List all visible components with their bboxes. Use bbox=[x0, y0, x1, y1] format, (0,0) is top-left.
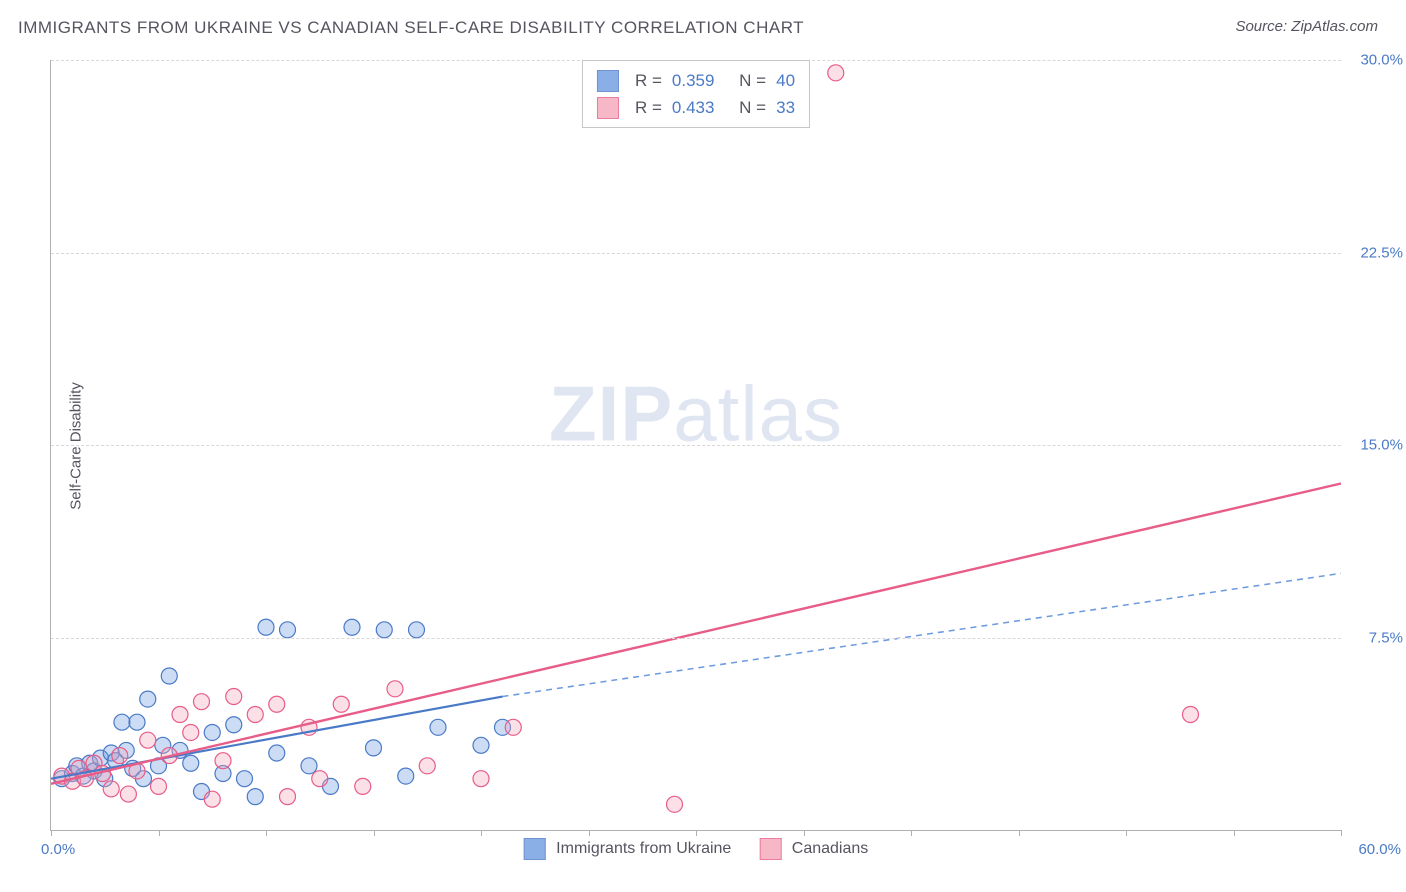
legend-item-ukraine: Immigrants from Ukraine bbox=[524, 838, 732, 860]
data-point bbox=[204, 791, 220, 807]
data-point bbox=[151, 778, 167, 794]
data-point bbox=[344, 619, 360, 635]
x-tick bbox=[159, 830, 160, 836]
x-tick bbox=[374, 830, 375, 836]
data-point bbox=[103, 781, 119, 797]
data-point bbox=[505, 719, 521, 735]
chart-title: IMMIGRANTS FROM UKRAINE VS CANADIAN SELF… bbox=[18, 18, 804, 38]
data-point bbox=[226, 717, 242, 733]
r-value-ukraine: 0.359 bbox=[672, 67, 715, 94]
x-tick bbox=[266, 830, 267, 836]
data-point bbox=[269, 745, 285, 761]
corr-row-ukraine: R = 0.359 N = 40 bbox=[597, 67, 795, 94]
y-tick-label: 22.5% bbox=[1347, 244, 1403, 261]
x-tick bbox=[51, 830, 52, 836]
x-tick bbox=[1019, 830, 1020, 836]
data-point bbox=[419, 758, 435, 774]
x-max-label: 60.0% bbox=[1358, 841, 1401, 858]
data-point bbox=[226, 689, 242, 705]
data-point bbox=[247, 707, 263, 723]
n-label: N = bbox=[739, 94, 766, 121]
legend-label-canadians: Canadians bbox=[792, 840, 869, 857]
data-point bbox=[301, 758, 317, 774]
regression-line-extension bbox=[503, 573, 1342, 696]
y-tick-label: 15.0% bbox=[1347, 437, 1403, 454]
legend-swatch-ukraine bbox=[524, 838, 546, 860]
data-point bbox=[667, 796, 683, 812]
data-point bbox=[376, 622, 392, 638]
legend-label-ukraine: Immigrants from Ukraine bbox=[556, 840, 731, 857]
data-point bbox=[387, 681, 403, 697]
data-point bbox=[140, 691, 156, 707]
data-point bbox=[280, 622, 296, 638]
y-tick-label: 30.0% bbox=[1347, 52, 1403, 69]
data-point bbox=[366, 740, 382, 756]
data-point bbox=[828, 65, 844, 81]
data-point bbox=[204, 724, 220, 740]
x-tick bbox=[1234, 830, 1235, 836]
corr-swatch-ukraine bbox=[597, 70, 619, 92]
data-point bbox=[183, 755, 199, 771]
data-point bbox=[114, 714, 130, 730]
r-label: R = bbox=[635, 67, 662, 94]
corr-row-canadians: R = 0.433 N = 33 bbox=[597, 94, 795, 121]
x-tick bbox=[1126, 830, 1127, 836]
data-point bbox=[129, 714, 145, 730]
data-point bbox=[430, 719, 446, 735]
data-point bbox=[258, 619, 274, 635]
source-attribution: Source: ZipAtlas.com bbox=[1235, 18, 1378, 35]
gridline bbox=[51, 638, 1341, 639]
data-point bbox=[183, 724, 199, 740]
data-point bbox=[140, 732, 156, 748]
legend-item-canadians: Canadians bbox=[759, 838, 868, 860]
data-point bbox=[473, 771, 489, 787]
data-point bbox=[1183, 707, 1199, 723]
data-point bbox=[398, 768, 414, 784]
data-point bbox=[473, 737, 489, 753]
x-tick bbox=[589, 830, 590, 836]
data-point bbox=[333, 696, 349, 712]
r-label: R = bbox=[635, 94, 662, 121]
data-point bbox=[194, 694, 210, 710]
x-tick bbox=[481, 830, 482, 836]
x-tick bbox=[696, 830, 697, 836]
gridline bbox=[51, 445, 1341, 446]
data-point bbox=[312, 771, 328, 787]
plot-area: ZIPatlas 7.5%15.0%22.5%30.0% 0.0% 60.0% … bbox=[50, 60, 1341, 831]
n-value-canadians: 33 bbox=[776, 94, 795, 121]
data-point bbox=[161, 668, 177, 684]
data-point bbox=[237, 771, 253, 787]
regression-line bbox=[51, 484, 1341, 784]
x-tick bbox=[804, 830, 805, 836]
data-point bbox=[112, 748, 128, 764]
data-point bbox=[215, 753, 231, 769]
legend-swatch-canadians bbox=[759, 838, 781, 860]
correlation-legend: R = 0.359 N = 40 R = 0.433 N = 33 bbox=[582, 60, 810, 128]
data-point bbox=[120, 786, 136, 802]
data-point bbox=[247, 789, 263, 805]
x-min-label: 0.0% bbox=[41, 841, 75, 858]
x-tick bbox=[1341, 830, 1342, 836]
y-tick-label: 7.5% bbox=[1347, 629, 1403, 646]
corr-swatch-canadians bbox=[597, 97, 619, 119]
data-point bbox=[172, 707, 188, 723]
n-value-ukraine: 40 bbox=[776, 67, 795, 94]
n-label: N = bbox=[739, 67, 766, 94]
x-tick bbox=[911, 830, 912, 836]
data-point bbox=[269, 696, 285, 712]
x-axis-legend: Immigrants from Ukraine Canadians bbox=[524, 838, 869, 860]
data-point bbox=[280, 789, 296, 805]
data-point bbox=[355, 778, 371, 794]
data-point bbox=[409, 622, 425, 638]
r-value-canadians: 0.433 bbox=[672, 94, 715, 121]
gridline bbox=[51, 253, 1341, 254]
